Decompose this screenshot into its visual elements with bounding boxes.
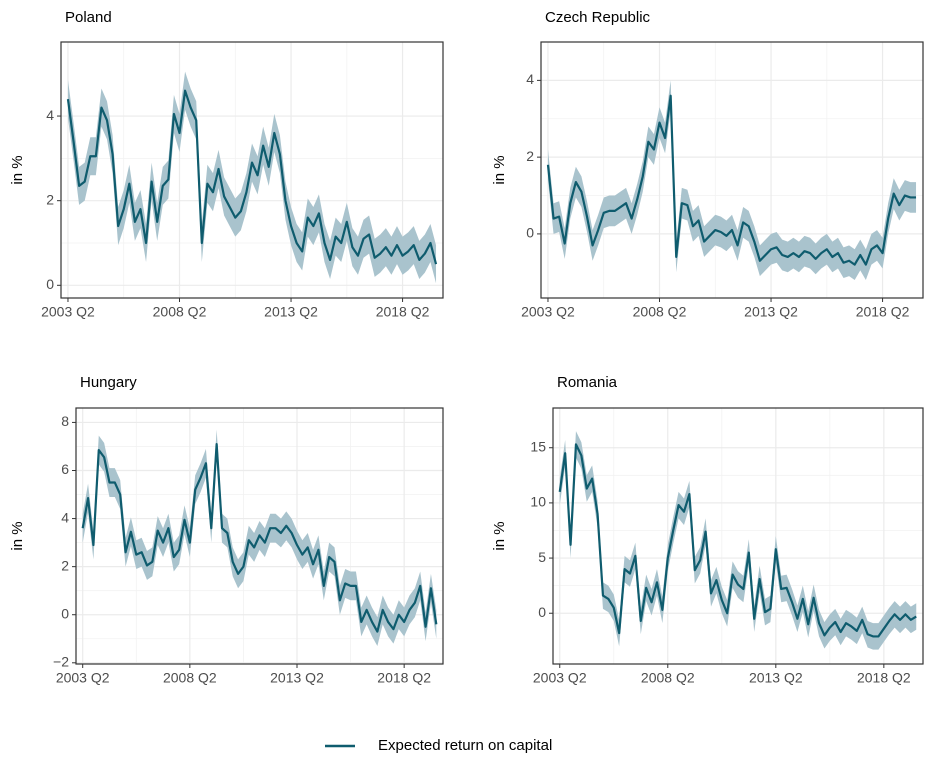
y-tick-label: 0: [526, 225, 534, 241]
y-axis-label: in %: [9, 155, 26, 184]
panel-title: Poland: [65, 9, 112, 26]
line: [66, 89, 438, 265]
y-tick-label: 0: [61, 605, 69, 621]
y-tick-label: −2: [53, 654, 69, 670]
y-tick-label: 2: [526, 148, 534, 164]
y-axis-label: in %: [9, 521, 26, 550]
x-tick-label: 2013 Q2: [270, 670, 324, 686]
x-tick-label: 2013 Q2: [744, 304, 798, 320]
y-tick-label: 5: [538, 549, 546, 565]
x-tick-label: 2013 Q2: [264, 304, 318, 320]
x-tick-label: 2018 Q2: [376, 304, 430, 320]
panel-border: [540, 41, 924, 299]
y-tick-label: 2: [61, 557, 69, 573]
y-tick-label: 4: [46, 107, 54, 123]
x-tick-label: 2008 Q2: [153, 304, 207, 320]
line: [558, 443, 917, 638]
x-tick-label: 2003 Q2: [521, 304, 575, 320]
x-tick-label: 2008 Q2: [633, 304, 687, 320]
x-tick-label: 2018 Q2: [377, 670, 431, 686]
x-tick-label: 2013 Q2: [749, 670, 803, 686]
panel-border: [60, 41, 444, 299]
y-tick-label: 6: [61, 461, 69, 477]
legend-label: Expected return on capital: [378, 737, 552, 754]
y-tick-label: 4: [61, 509, 69, 525]
panel-title: Romania: [557, 374, 618, 391]
x-tick-label: 2003 Q2: [41, 304, 95, 320]
y-tick-label: 10: [530, 494, 546, 510]
y-tick-label: 15: [530, 438, 546, 454]
panel-border: [552, 407, 924, 665]
line: [546, 94, 917, 266]
x-tick-label: 2008 Q2: [163, 670, 217, 686]
y-axis-label: in %: [491, 155, 508, 184]
x-tick-label: 2003 Q2: [533, 670, 587, 686]
confidence-band: [559, 431, 917, 650]
y-tick-label: 2: [46, 191, 54, 207]
x-tick-label: 2003 Q2: [56, 670, 110, 686]
confidence-band: [547, 80, 917, 280]
y-tick-label: 8: [61, 413, 69, 429]
y-tick-label: 4: [526, 71, 534, 87]
panel-title: Czech Republic: [545, 9, 651, 26]
y-tick-label: 0: [538, 604, 546, 620]
panel-border: [75, 407, 444, 665]
x-tick-label: 2008 Q2: [641, 670, 695, 686]
x-tick-label: 2018 Q2: [856, 304, 910, 320]
y-axis-label: in %: [491, 521, 508, 550]
x-tick-label: 2018 Q2: [857, 670, 911, 686]
y-tick-label: 0: [46, 276, 54, 292]
panel-title: Hungary: [80, 374, 137, 391]
line: [81, 442, 438, 633]
